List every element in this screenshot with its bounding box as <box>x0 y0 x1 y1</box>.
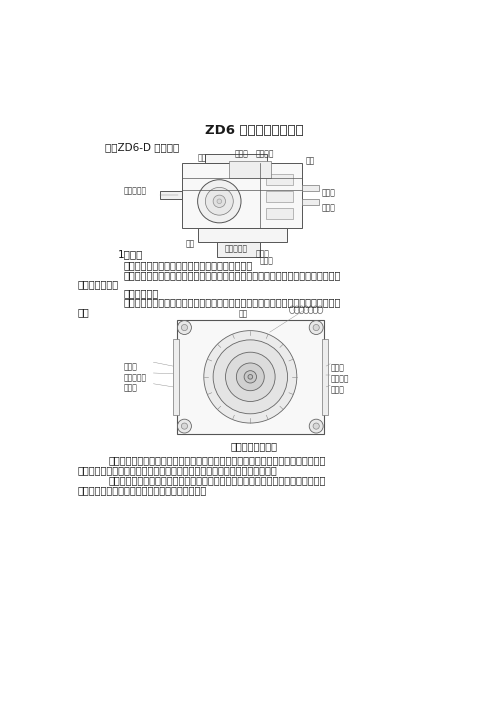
Circle shape <box>178 419 191 433</box>
Text: 摩擦联结器：: 摩擦联结器： <box>124 289 159 298</box>
Text: 底壳: 底壳 <box>186 240 195 249</box>
Bar <box>302 185 319 191</box>
Text: 摩擦联结器的结构: 摩擦联结器的结构 <box>231 442 278 451</box>
Text: 减速器：降低转速以换取足够的转矩，并完成传动。由第一级齿轮、第二级行星传动: 减速器：降低转速以换取足够的转矩，并完成传动。由第一级齿轮、第二级行星传动 <box>124 270 341 280</box>
Circle shape <box>182 423 187 429</box>
Text: 减速壳: 减速壳 <box>124 384 138 393</box>
Circle shape <box>226 352 275 402</box>
Circle shape <box>204 331 297 423</box>
Circle shape <box>313 423 319 429</box>
Text: 动作杆：与齿条块之间用挤切销相连，正常动作时，齿条块带动动作杆。挤岔时，挤: 动作杆：与齿条块之间用挤切销相连，正常动作时，齿条块带动动作杆。挤岔时，挤 <box>109 475 326 485</box>
Text: 摩擦带: 摩擦带 <box>124 362 138 371</box>
Bar <box>182 163 302 228</box>
Text: 自动开闭器: 自动开闭器 <box>225 244 248 253</box>
Circle shape <box>197 180 241 223</box>
Text: 摩擦制动板: 摩擦制动板 <box>124 373 147 382</box>
Circle shape <box>309 321 323 334</box>
Text: 滚珠轴承: 滚珠轴承 <box>330 375 349 383</box>
Text: 减速器: 减速器 <box>256 249 270 258</box>
Text: 内条夹: 内条夹 <box>235 149 248 158</box>
Circle shape <box>248 375 252 379</box>
Text: 件。: 件。 <box>77 307 89 317</box>
Text: 移位极触器: 移位极触器 <box>124 186 147 195</box>
Text: 输出轴: 输出轴 <box>330 385 344 395</box>
Text: ZD6 型直流电动转辙机: ZD6 型直流电动转辙机 <box>205 124 304 138</box>
Bar <box>321 339 328 415</box>
Circle shape <box>182 324 187 331</box>
Circle shape <box>178 321 191 334</box>
Text: 用弹簧和摩擦制动板，组成输出轴与主轴之间的摩擦连接，以防止尖轨受阻时损坏机: 用弹簧和摩擦制动板，组成输出轴与主轴之间的摩擦连接，以防止尖轨受阻时损坏机 <box>124 298 341 307</box>
Circle shape <box>213 195 226 207</box>
Text: 式减速器组成。: 式减速器组成。 <box>77 279 119 289</box>
Circle shape <box>244 371 256 383</box>
Text: 1、结构: 1、结构 <box>118 249 143 259</box>
Text: 表示杆: 表示杆 <box>321 204 335 213</box>
Bar <box>217 242 259 258</box>
Text: 锁闭从轮: 锁闭从轮 <box>256 149 274 158</box>
Text: 机盖: 机盖 <box>197 154 207 163</box>
Circle shape <box>213 340 288 413</box>
Text: 动作杆: 动作杆 <box>321 188 335 197</box>
Bar <box>177 320 324 434</box>
Bar <box>266 191 293 202</box>
Text: 上轴: 上轴 <box>306 157 315 166</box>
Bar <box>302 199 319 205</box>
Text: 电动机：为转辙机提供动力，采用直流串激电动机: 电动机：为转辙机提供动力，采用直流串激电动机 <box>124 260 253 270</box>
Bar <box>197 228 287 242</box>
Circle shape <box>217 199 222 204</box>
Bar <box>229 161 271 178</box>
Bar <box>160 191 182 199</box>
Circle shape <box>309 419 323 433</box>
Text: 电动机: 电动机 <box>259 257 273 266</box>
Circle shape <box>313 324 319 331</box>
Text: 内齿轮: 内齿轮 <box>330 364 344 373</box>
Text: 切销折断，动作杆与齿条块分离，避免机件损坏。: 切销折断，动作杆与齿条块分离，避免机件损坏。 <box>77 485 207 496</box>
Circle shape <box>237 363 264 391</box>
Text: 弹簧: 弹簧 <box>239 309 248 318</box>
Bar <box>266 174 293 185</box>
Text: 主轴：由输出轴通过起动片带动旋转，主轴上安装锁闭齿轮、由锁闭齿轮和齿条块相: 主轴：由输出轴通过起动片带动旋转，主轴上安装锁闭齿轮、由锁闭齿轮和齿条块相 <box>109 456 326 465</box>
Bar <box>205 154 267 163</box>
Text: 一、ZD6-D 型转辙机: 一、ZD6-D 型转辙机 <box>105 142 179 152</box>
Text: 互动作，将转动运动变为平动，通过动作杆带动尖轨运动，并完成锁闭作用。: 互动作，将转动运动变为平动，通过动作杆带动尖轨运动，并完成锁闭作用。 <box>77 465 277 475</box>
Circle shape <box>205 187 233 215</box>
Bar <box>266 208 293 219</box>
Bar <box>173 339 179 415</box>
